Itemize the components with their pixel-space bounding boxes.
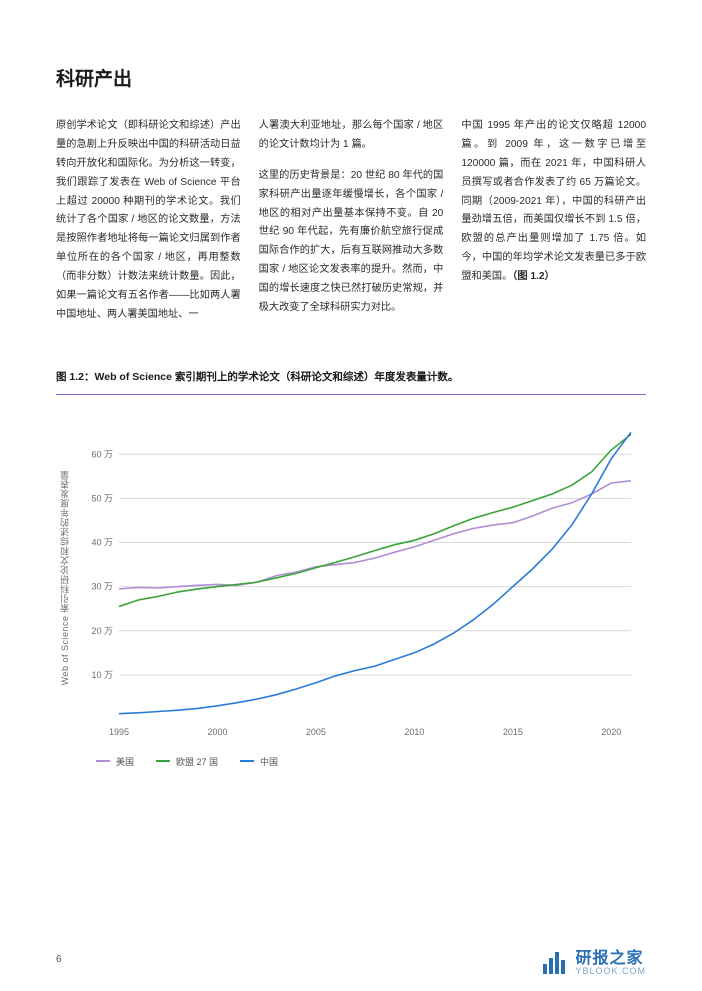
- svg-text:40 万: 40 万: [91, 537, 113, 547]
- chart: Web of Science 索引科研论文和综述的年度发表量 10 万 20 万 3…: [56, 413, 646, 743]
- svg-text:2020: 2020: [601, 727, 621, 737]
- chart-y-axis-label: Web of Science 索引科研论文和综述的年度发表量: [58, 470, 71, 685]
- figure-caption: 图 1.2：Web of Science 索引期刊上的学术论文（科研论文和综述）…: [56, 369, 646, 384]
- svg-text:2000: 2000: [207, 727, 227, 737]
- legend-item: 中国: [240, 755, 278, 768]
- svg-text:30 万: 30 万: [91, 581, 113, 591]
- legend-label: 美国: [116, 755, 134, 768]
- svg-text:60 万: 60 万: [91, 449, 113, 459]
- line-chart-svg: 10 万 20 万 30 万 40 万 50 万 60 万 1995 2000 2005 2010…: [72, 413, 646, 743]
- svg-text:1995: 1995: [109, 727, 129, 737]
- svg-text:50 万: 50 万: [91, 493, 113, 503]
- section-heading: 科研产出: [56, 64, 646, 91]
- page-number: 6: [56, 954, 62, 965]
- logo-bars-icon: [543, 952, 565, 974]
- svg-text:2015: 2015: [503, 727, 523, 737]
- body-columns: 原创学术论文（即科研论文和综述）产出量的急剧上升反映出中国的科研活动日益转向开放…: [56, 117, 646, 325]
- svg-text:2010: 2010: [404, 727, 424, 737]
- chart-legend: 美国 欧盟 27 国 中国: [56, 755, 646, 768]
- footer-logo-en: YBLOOK.COM: [575, 967, 646, 977]
- svg-text:2005: 2005: [306, 727, 326, 737]
- legend-item: 欧盟 27 国: [156, 755, 218, 768]
- figure-rule: [56, 394, 646, 395]
- legend-item: 美国: [96, 755, 134, 768]
- svg-text:20 万: 20 万: [91, 625, 113, 635]
- legend-swatch: [96, 760, 110, 762]
- legend-swatch: [240, 760, 254, 762]
- legend-swatch: [156, 760, 170, 762]
- legend-label: 欧盟 27 国: [176, 755, 218, 768]
- footer-logo-cn: 研报之家: [575, 950, 646, 968]
- body-col-2: 人署澳大利亚地址，那么每个国家 / 地区的论文计数均计为 1 篇。这里的历史背景…: [259, 117, 444, 325]
- body-col-3: 中国 1995 年产出的论文仅略超 12000 篇。到 2009 年，这一数字已…: [461, 117, 646, 325]
- body-col-1: 原创学术论文（即科研论文和综述）产出量的急剧上升反映出中国的科研活动日益转向开放…: [56, 117, 241, 325]
- svg-text:10 万: 10 万: [91, 670, 113, 680]
- legend-label: 中国: [260, 755, 278, 768]
- footer-logo: 研报之家 YBLOOK.COM: [543, 950, 646, 977]
